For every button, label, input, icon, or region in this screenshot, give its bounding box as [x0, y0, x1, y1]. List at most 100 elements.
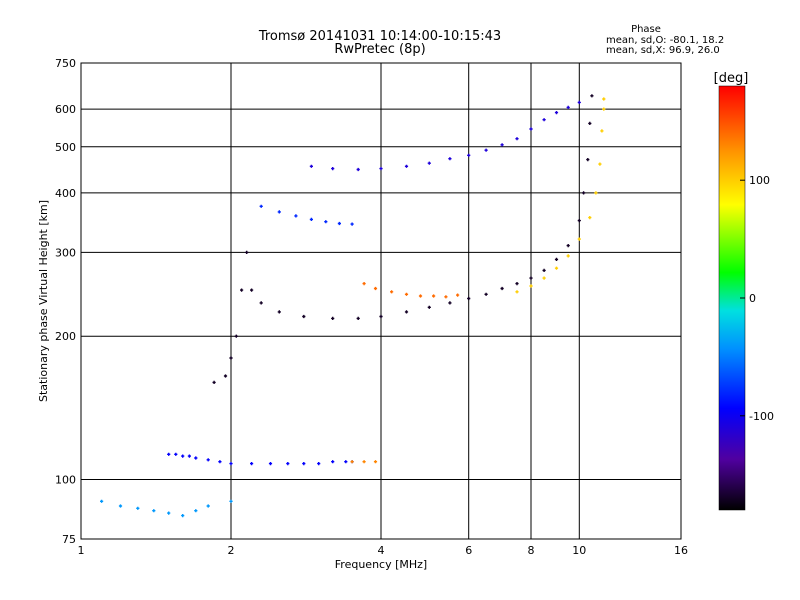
data-point: [194, 509, 198, 513]
data-point: [529, 127, 533, 131]
data-point: [331, 316, 335, 320]
data-point: [600, 129, 604, 133]
data-point: [356, 167, 360, 172]
data-point: [245, 250, 249, 254]
data-point: [229, 462, 233, 466]
colorbar-tick-label: 100: [749, 174, 770, 187]
data-point: [259, 301, 263, 305]
y-tick-label: 400: [55, 187, 76, 200]
y-tick-label: 750: [55, 57, 76, 70]
colorbar-ticks: 100 0 -100: [740, 174, 774, 423]
data-point: [294, 214, 298, 218]
x-tick-label: 10: [572, 544, 586, 557]
data-point: [223, 374, 228, 378]
data-point: [427, 161, 431, 165]
data-point: [390, 290, 394, 294]
data-point: [167, 511, 171, 515]
data-point: [362, 460, 366, 464]
data-point: [590, 94, 594, 98]
data-point: [337, 221, 341, 226]
data-point: [529, 276, 533, 280]
data-point: [598, 162, 602, 166]
x-tick-label: 1: [78, 544, 85, 557]
x-tick-label: 6: [465, 544, 472, 557]
data-point: [529, 284, 533, 288]
data-point: [542, 276, 546, 280]
data-point: [379, 167, 383, 171]
data-point: [379, 314, 383, 319]
colorbar-tick-label: -100: [749, 410, 774, 423]
y-tick-label: 75: [62, 533, 76, 546]
chart-subtitle: RwPretec (8p): [334, 42, 425, 57]
y-tick-label: 200: [55, 330, 76, 343]
phase-stats-x: mean, sd,X: 96.9, 26.0: [606, 45, 720, 56]
data-point: [427, 305, 431, 309]
data-point: [373, 286, 378, 291]
data-point: [554, 111, 559, 115]
data-point: [167, 452, 171, 456]
x-tick-label: 16: [674, 544, 688, 557]
data-point: [268, 462, 273, 466]
data-point: [467, 153, 471, 157]
data-point: [277, 210, 281, 214]
data-point: [229, 356, 233, 360]
data-point: [317, 462, 321, 466]
data-point: [418, 294, 423, 298]
x-tick-labels: 1 2 4 6 8 10 16: [78, 544, 689, 557]
data-point: [500, 286, 504, 291]
data-point: [404, 292, 409, 296]
data-point: [356, 316, 360, 320]
data-point: [324, 220, 328, 224]
data-point: [444, 295, 448, 299]
y-tick-label: 100: [55, 474, 76, 487]
colorbar-title: [deg]: [714, 71, 749, 86]
data-point: [187, 454, 191, 458]
plot-frame: [80, 62, 682, 540]
data-point: [250, 462, 254, 466]
data-point: [432, 294, 436, 298]
data-point: [594, 191, 598, 195]
data-point: [259, 204, 263, 208]
data-point: [404, 310, 409, 314]
data-point: [515, 282, 519, 286]
data-point: [542, 268, 546, 272]
data-point: [302, 462, 306, 466]
data-point: [577, 100, 581, 104]
data-point: [500, 143, 504, 147]
colorbar-tick-label: 0: [749, 292, 756, 305]
y-tick-label: 300: [55, 246, 76, 259]
phase-heading: Phase: [631, 24, 661, 35]
data-point: [152, 509, 156, 513]
data-point: [331, 460, 335, 464]
data-point: [344, 460, 348, 464]
data-point: [554, 257, 559, 261]
grid-lines: [81, 63, 681, 539]
data-point: [484, 292, 488, 296]
data-point: [577, 219, 581, 223]
y-tick-label: 600: [55, 103, 76, 116]
data-point: [181, 454, 185, 458]
data-point: [309, 164, 313, 168]
data-point: [331, 167, 335, 171]
y-axis-label: Stationary phase Virtual Height [km]: [37, 200, 50, 402]
data-point: [277, 310, 281, 314]
data-point: [118, 504, 123, 508]
data-point: [586, 158, 590, 162]
data-point: [448, 157, 452, 161]
data-point: [362, 282, 366, 286]
data-point: [100, 499, 104, 503]
data-point: [542, 118, 546, 122]
y-tick-labels: 75 100 200 300 400 500 600 750: [55, 57, 76, 546]
data-point: [467, 296, 471, 301]
data-point: [240, 288, 244, 292]
data-point: [234, 334, 238, 338]
data-point: [212, 380, 216, 384]
data-point: [302, 314, 306, 319]
data-point: [515, 137, 519, 141]
data-point: [350, 222, 354, 226]
data-point: [218, 460, 222, 464]
data-point: [286, 462, 290, 466]
data-point: [602, 97, 606, 101]
data-point: [229, 499, 233, 503]
